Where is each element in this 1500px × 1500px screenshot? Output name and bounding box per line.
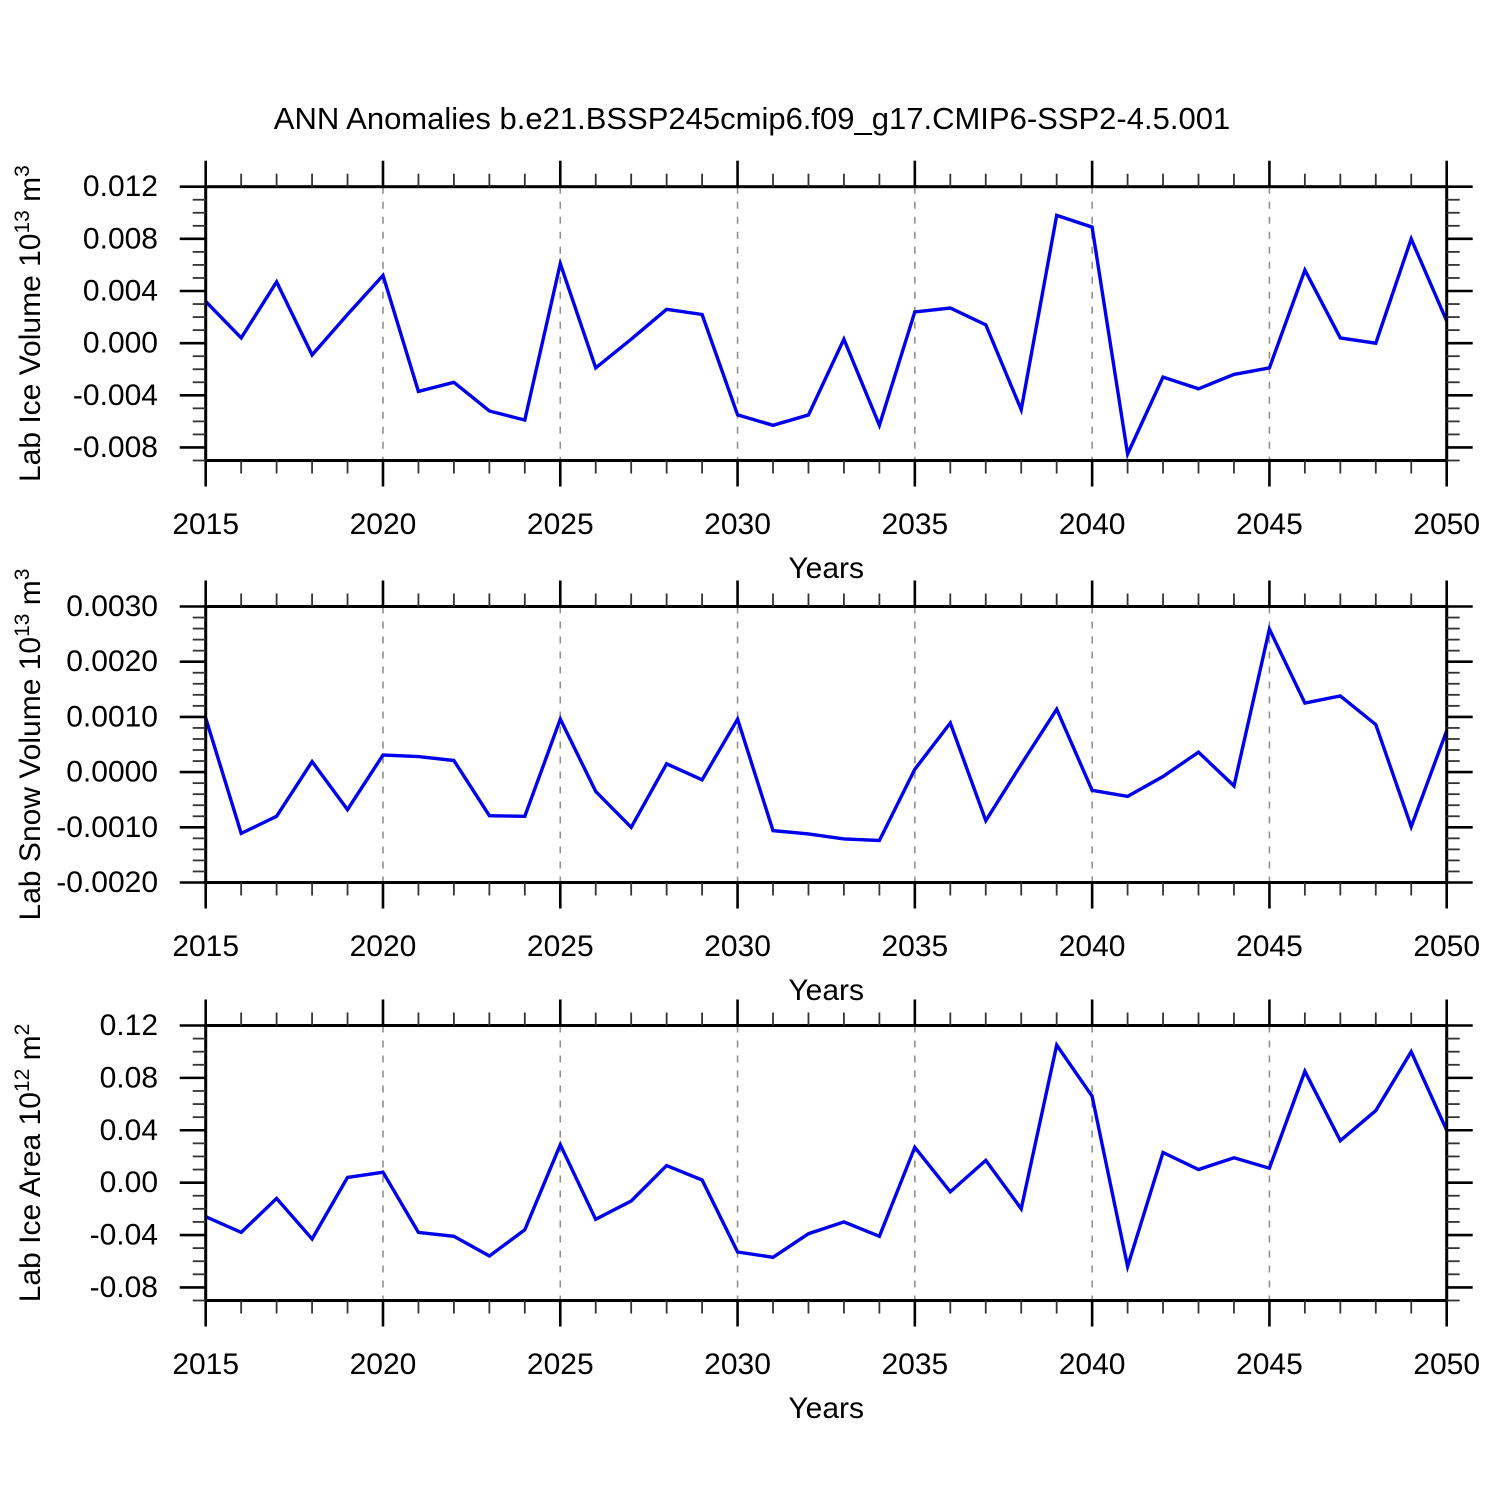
- x-axis-title: Years: [788, 552, 864, 585]
- plot-frame: [204, 1024, 1449, 1302]
- x-tick-label: 2020: [350, 1348, 417, 1381]
- gridlines: [382, 606, 1271, 883]
- y-axis-title: Lab Ice Area 1012​ m2​: [11, 1024, 47, 1303]
- x-tick-label: 2030: [704, 1348, 771, 1381]
- y-tick-label: -0.008: [73, 431, 158, 464]
- x-tick-label: 2035: [881, 1348, 948, 1381]
- y-minor-ticks: [192, 1037, 1460, 1302]
- x-major-ticks: [204, 160, 1448, 487]
- x-tick-label: 2045: [1236, 508, 1303, 541]
- x-tick-label: 2045: [1236, 1348, 1303, 1381]
- x-axis-title: Years: [788, 1392, 864, 1425]
- y-tick-label: 0.000: [83, 327, 158, 360]
- panel-lab-snow-volume: 2015 2020 2025 2030 2035 2040 2045 2050 Years 0.0…: [11, 569, 1480, 1007]
- x-minor-ticks: [240, 593, 1413, 896]
- y-tick-label: 0.0030: [66, 590, 158, 623]
- y-tick-label: -0.004: [73, 379, 158, 412]
- y-tick-label: 0.0010: [66, 700, 158, 733]
- panel-lab-ice-area: 2015 2020 2025 2030 2035 2040 2045 2050 Years 0.1…: [11, 999, 1480, 1425]
- data-line-lab-ice-area: [205, 1040, 1449, 1274]
- y-tick-label: 0.00: [100, 1166, 158, 1199]
- y-tick-label: 0.12: [100, 1009, 158, 1042]
- x-major-ticks: [204, 999, 1448, 1327]
- panels-group: 2015 2020 2025 2030 2035 2040 2045 2050 Years 0.0…: [11, 160, 1480, 1425]
- y-axis-title: Lab Ice Volume 1013​ m3​: [11, 165, 47, 482]
- x-tick-label: 2015: [172, 508, 239, 541]
- x-tick-label: 2025: [527, 1348, 594, 1381]
- panel-lab-ice-volume: 2015 2020 2025 2030 2035 2040 2045 2050 Years 0.0…: [11, 160, 1480, 585]
- x-minor-ticks: [240, 1012, 1413, 1314]
- x-tick-label: 2040: [1059, 508, 1126, 541]
- x-tick-label: 2050: [1413, 930, 1480, 963]
- x-tick-label: 2030: [704, 930, 771, 963]
- x-tick-label: 2035: [881, 508, 948, 541]
- y-tick-label: -0.0010: [56, 811, 158, 844]
- x-major-ticks: [204, 580, 1448, 909]
- y-tick-label: 0.0020: [66, 645, 158, 678]
- y-tick-label: 0.004: [83, 275, 158, 308]
- y-tick-label: 0.008: [83, 222, 158, 255]
- x-tick-label: 2045: [1236, 930, 1303, 963]
- data-line-lab-snow-volume: [204, 623, 1449, 843]
- data-line-lab-ice-volume: [204, 213, 1449, 460]
- y-axis-title: Lab Snow Volume 1013​ m3​: [11, 569, 47, 921]
- y-major-ticks: [179, 605, 1473, 884]
- y-tick-label: -0.0020: [56, 866, 158, 899]
- y-minor-ticks: [192, 198, 1460, 462]
- chart-title: ANN Anomalies b.e21.BSSP245cmip6.f09_g17…: [274, 101, 1230, 136]
- x-minor-ticks: [240, 173, 1413, 474]
- x-tick-label: 2030: [704, 508, 771, 541]
- y-tick-label: -0.08: [90, 1271, 158, 1304]
- x-tick-label: 2020: [350, 930, 417, 963]
- x-tick-label: 2015: [172, 930, 239, 963]
- x-tick-label: 2020: [350, 508, 417, 541]
- x-tick-label: 2015: [172, 1348, 239, 1381]
- plot-frame: [204, 605, 1449, 884]
- y-minor-ticks: [192, 616, 1460, 873]
- y-tick-label: 0.04: [100, 1114, 158, 1147]
- y-major-ticks: [179, 1024, 1473, 1289]
- x-tick-label: 2035: [881, 930, 948, 963]
- x-tick-label: 2040: [1059, 1348, 1126, 1381]
- x-tick-label: 2050: [1413, 1348, 1480, 1381]
- y-tick-label: 0.0000: [66, 756, 158, 789]
- gridlines: [382, 1025, 1271, 1301]
- plot-frame: [204, 185, 1449, 462]
- y-tick-label: 0.08: [100, 1061, 158, 1094]
- y-tick-label: 0.012: [83, 170, 158, 203]
- y-tick-label: -0.04: [90, 1219, 158, 1252]
- x-tick-label: 2025: [527, 508, 594, 541]
- x-axis-title: Years: [788, 974, 864, 1007]
- x-tick-label: 2050: [1413, 508, 1480, 541]
- x-tick-label: 2025: [527, 930, 594, 963]
- x-tick-label: 2040: [1059, 930, 1126, 963]
- y-major-ticks: [179, 185, 1473, 449]
